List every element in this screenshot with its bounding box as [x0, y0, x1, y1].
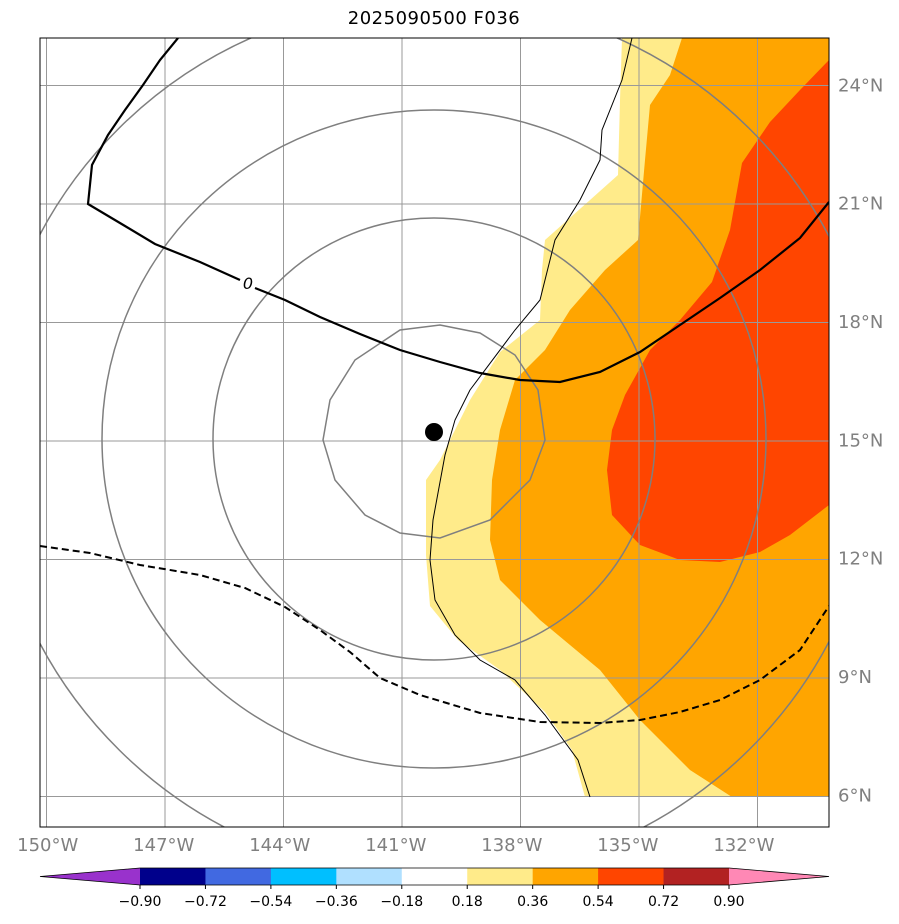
colorbar-swatch — [532, 868, 599, 885]
colorbar-level-label: −0.36 — [315, 894, 358, 910]
colorbar-level-label: −0.54 — [249, 894, 292, 910]
latitude-tick-labels: 24°N 21°N 18°N 15°N 12°N 9°N 6°N — [838, 75, 883, 806]
storm-center-marker — [425, 423, 443, 441]
map-title: 2025090500 F036 — [347, 8, 521, 29]
lat-tick-label: 12°N — [838, 549, 883, 570]
lat-tick-label: 6°N — [838, 785, 872, 806]
zero-contour-line — [86, 38, 829, 384]
colorbar-level-label: −0.90 — [119, 894, 162, 910]
lat-tick-label: 18°N — [838, 312, 883, 333]
colorbar-swatch — [140, 868, 206, 885]
colorbar-level-label: 0.18 — [452, 894, 483, 910]
colorbar-level-label: 0.36 — [517, 894, 548, 910]
lat-tick-label: 15°N — [838, 430, 883, 451]
lon-tick-label: 144°W — [249, 835, 310, 856]
lat-tick-label: 9°N — [838, 667, 872, 688]
longitude-tick-labels: 150°W 147°W 144°W 141°W 138°W 135°W 132°W — [17, 835, 775, 856]
colorbar-swatch — [270, 868, 337, 885]
colorbar-level-label: 0.54 — [583, 894, 614, 910]
colorbar-swatch — [40, 868, 140, 885]
lon-tick-label: 150°W — [17, 835, 78, 856]
zero-contour-label: 0 — [243, 274, 253, 293]
lon-tick-label: 141°W — [365, 835, 426, 856]
colorbar-swatch — [467, 868, 534, 885]
colorbar-swatch — [729, 868, 829, 885]
lon-tick-label: 147°W — [133, 835, 194, 856]
plot-frame — [39, 37, 830, 828]
lon-tick-label: 138°W — [481, 835, 542, 856]
colorbar-level-label: −0.72 — [184, 894, 227, 910]
lat-tick-label: 21°N — [838, 194, 883, 215]
colorbar-level-label: 0.72 — [648, 894, 679, 910]
lat-tick-label: 24°N — [838, 75, 883, 96]
colorbar-level-label: 0.90 — [713, 894, 744, 910]
colorbar-swatch — [663, 868, 730, 885]
pressure-contours — [40, 38, 829, 827]
boundary-thin-line — [429, 38, 633, 798]
colorbar-swatch — [336, 868, 403, 885]
colorbar-level-label: −0.18 — [380, 894, 423, 910]
colorbar-swatch — [598, 868, 665, 885]
colorbar-swatch — [401, 868, 468, 885]
fill-level-0.54 — [607, 60, 829, 562]
colorbar: −0.90 −0.72 −0.54 −0.36 −0.18 0.18 0.36 0.54 0.7… — [39, 867, 830, 910]
colorbar-swatch — [205, 868, 272, 885]
map-gridlines — [40, 38, 829, 827]
lon-tick-label: 132°W — [713, 835, 774, 856]
lon-tick-label: 135°W — [597, 835, 658, 856]
